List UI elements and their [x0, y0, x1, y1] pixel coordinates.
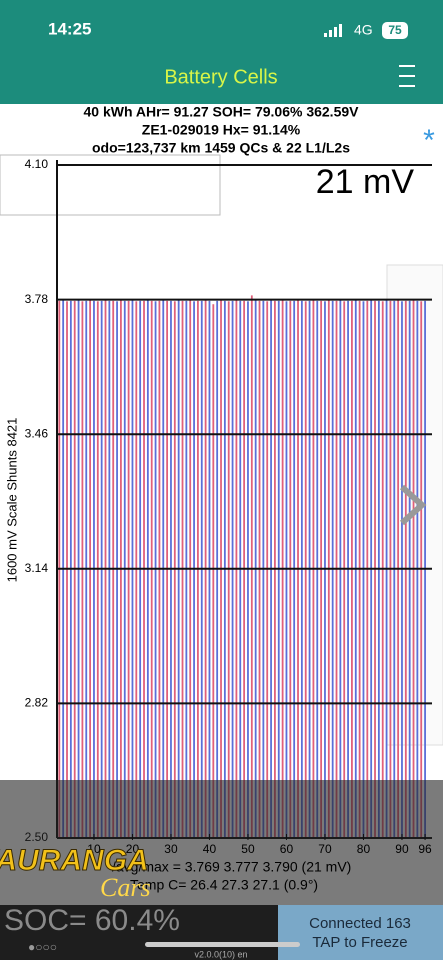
y-tick-label: 3.78 [25, 292, 49, 306]
x-tick-label: 50 [241, 842, 255, 856]
connect-button[interactable] [278, 905, 443, 960]
screen-title: Battery Cells [164, 66, 277, 88]
app-bar [0, 0, 443, 104]
annotation: 21 mV [316, 163, 415, 201]
next-arrow[interactable] [399, 484, 427, 526]
logo-name: TAURANGA [0, 844, 149, 877]
side-panel[interactable] [386, 264, 443, 746]
y-tick-label: 2.82 [25, 696, 49, 710]
logo-suffix: Cars [100, 873, 151, 902]
plot: 2.502.823.143.463.784.10 [25, 157, 432, 844]
settings-marker[interactable]: * [423, 124, 435, 157]
scale-box[interactable] [0, 154, 221, 216]
x-tick-label: 90 [395, 842, 409, 856]
y-axis-label: 1600 mV Scale Shunts 8421 [4, 418, 19, 583]
info-line: ZE1-029019 Hx= 91.14% [142, 122, 301, 138]
signal [324, 24, 342, 37]
battery-level: 75 [388, 23, 402, 37]
info-line: 40 kWh AHr= 91.27 SOH= 79.06% 362.59V [84, 104, 360, 120]
x-tick-label: 70 [318, 842, 332, 856]
soc-bar [0, 905, 278, 960]
version: v2.0.0(10) en [194, 949, 247, 959]
stats: /avg/max = 3.769 3.777 3.790 (21 mV) [112, 859, 351, 875]
y-tick-label: 3.14 [25, 561, 49, 575]
overlay [0, 780, 443, 905]
x-tick-label: 40 [203, 842, 217, 856]
x-tick-label: 60 [280, 842, 294, 856]
battery-icon [382, 22, 408, 39]
network: 4G [354, 22, 373, 38]
x-tick-label: 20 [126, 842, 140, 856]
time: 14:25 [48, 19, 91, 38]
y-tick-label: 4.10 [25, 157, 49, 171]
cell-bar [250, 295, 253, 838]
x-tick-label: 96 [418, 842, 432, 856]
menu-button[interactable] [399, 65, 415, 87]
page-dots: ●○○○ [28, 940, 57, 954]
temps: Temp C= 26.4 27.3 27.1 (0.9°) [130, 877, 318, 893]
info-line: odo=123,737 km 1459 QCs & 22 L1/L2s [92, 140, 350, 156]
connection: Connected 163 [309, 915, 411, 932]
x-tick-label: 80 [357, 842, 371, 856]
x-tick-label: 30 [164, 842, 178, 856]
x-axis: 10 20 30 40 50 60 70 80 90 96 [87, 834, 432, 856]
y-tick-label: 3.46 [25, 426, 49, 440]
action: TAP to Freeze [312, 934, 407, 951]
soc: SOC= 60.4% [4, 904, 180, 937]
x-tick-label: 10 [87, 842, 101, 856]
home-indicator [145, 942, 300, 947]
cell-bar [212, 304, 215, 838]
